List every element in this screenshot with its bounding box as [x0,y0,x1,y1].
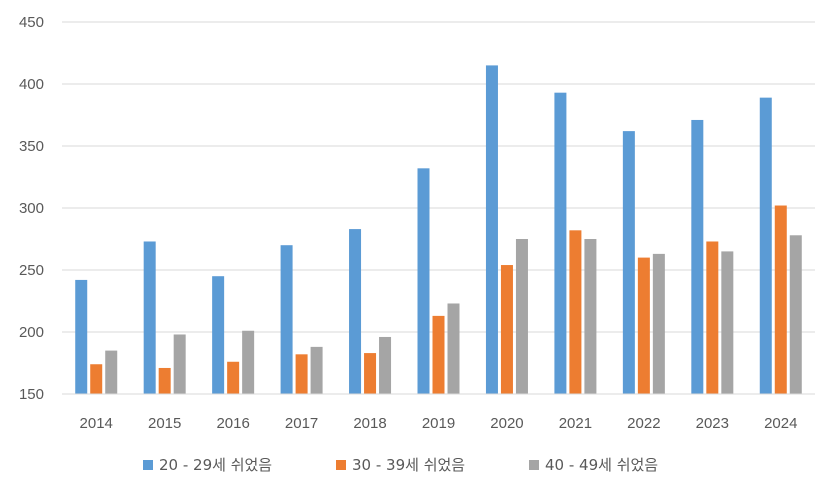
bar-2022-series-3 [652,253,665,394]
x-tick-label: 2016 [216,415,249,432]
bar-2014-series-3 [105,350,118,394]
bar-2018-series-3 [379,336,392,394]
bar-2015-series-2 [158,367,171,394]
bar-2017-series-1 [280,245,293,394]
bar-2016-series-2 [227,361,240,394]
bar-2015-series-1 [143,241,156,394]
bar-2024-series-1 [759,97,772,394]
bar-2021-series-1 [554,92,567,395]
bar-2019-series-1 [417,168,430,394]
bar-2020-series-3 [515,239,528,394]
x-tick-label: 2024 [764,415,797,432]
legend-label: 40 - 49세 쉬었음 [545,456,658,474]
y-tick-label: 350 [19,138,44,155]
bar-2015-series-3 [173,334,186,394]
x-tick-label: 2017 [285,415,318,432]
y-tick-label: 250 [19,262,44,279]
bar-2022-series-2 [637,257,650,394]
gridlines [62,21,815,333]
x-axis-tick-labels: 2014 2015 2016 2017 2018 2019 2020 2021 2022 2023… [80,415,798,432]
x-tick-label: 2018 [353,415,386,432]
x-tick-label: 2015 [148,415,181,432]
x-tick-label: 2022 [627,415,660,432]
bar-2018-series-1 [349,229,362,394]
bar-2024-series-2 [774,205,787,394]
bar-2024-series-3 [789,235,802,394]
bar-2023-series-2 [706,241,719,394]
bar-2014-series-1 [75,279,88,394]
y-tick-label: 400 [19,76,44,93]
y-tick-label: 200 [19,324,44,341]
bar-2019-series-3 [447,303,460,394]
bar-2021-series-3 [584,239,597,394]
bar-2022-series-1 [622,131,635,394]
bar-2020-series-2 [500,265,513,394]
bar-2017-series-2 [295,354,308,394]
x-tick-label: 2023 [696,415,729,432]
bar-2016-series-1 [212,276,225,394]
y-tick-label: 450 [19,14,44,31]
bar-2018-series-2 [364,353,377,394]
bar-2014-series-2 [90,364,103,394]
bar-2016-series-3 [242,330,255,394]
legend-swatch [529,460,539,470]
legend-label: 20 - 29세 쉬었음 [159,456,272,474]
legend-swatch [336,460,346,470]
bar-2019-series-2 [432,315,445,394]
bar-2021-series-2 [569,230,582,394]
bars [75,65,802,395]
x-tick-label: 2014 [80,415,113,432]
legend-swatch [143,460,153,470]
legend: 20 - 29세 쉬었음 30 - 39세 쉬었음 40 - 49세 쉬었음 [143,456,658,474]
y-tick-label: 300 [19,200,44,217]
y-tick-label: 150 [19,386,44,403]
y-axis-tick-labels: 150 200 250 300 350 400 450 [19,14,44,403]
bar-2017-series-3 [310,346,323,394]
x-tick-label: 2020 [490,415,523,432]
bar-2023-series-3 [721,251,734,394]
x-tick-label: 2021 [559,415,592,432]
legend-label: 30 - 39세 쉬었음 [352,456,465,474]
bar-2020-series-1 [485,65,498,395]
bar-2023-series-1 [691,119,704,395]
x-tick-label: 2019 [422,415,455,432]
